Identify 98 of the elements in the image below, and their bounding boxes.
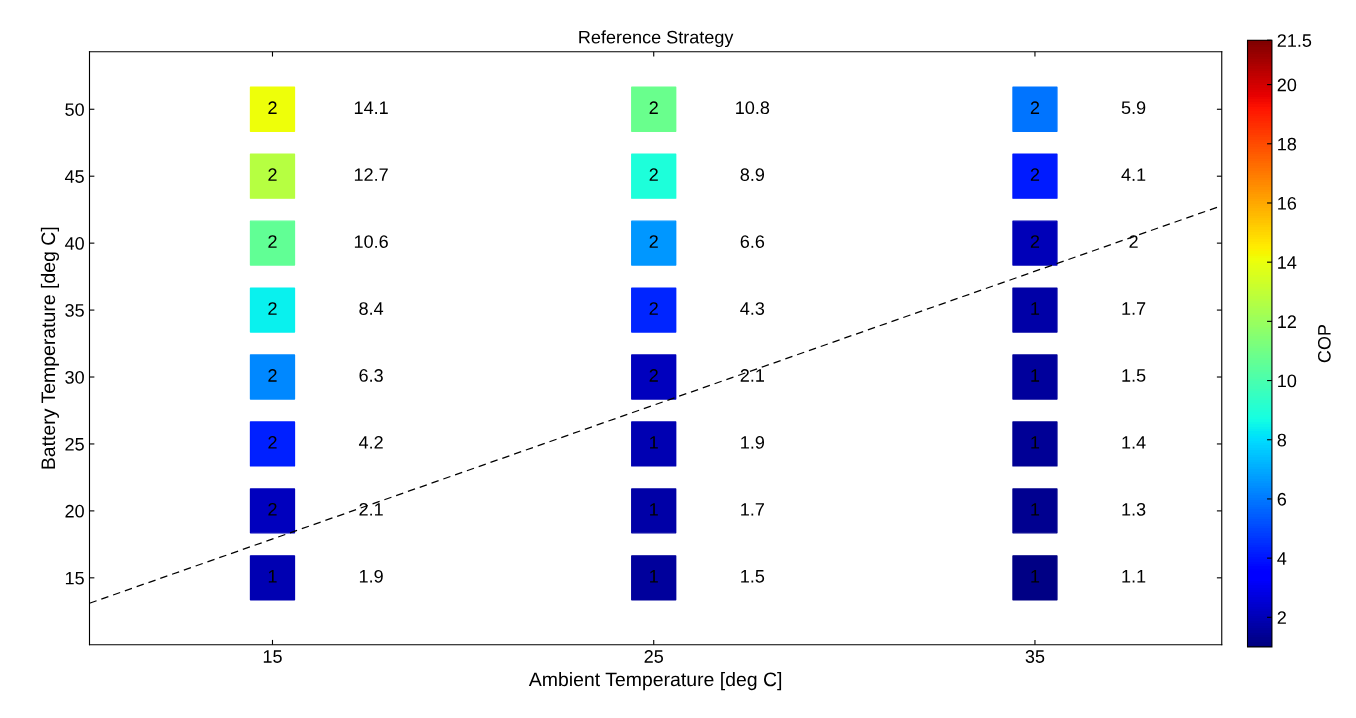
- point: [1012, 220, 1058, 266]
- annotation: 2: [268, 168, 277, 181]
- point: [1012, 86, 1058, 132]
- color-bar-label: 12: [1278, 315, 1296, 328]
- annotation: 2: [268, 235, 277, 248]
- point: [249, 354, 296, 400]
- y-tick-label: 35: [65, 304, 84, 317]
- annotation: 1.5: [1122, 369, 1146, 382]
- point: [249, 220, 296, 266]
- annotation: 10.6: [354, 235, 388, 248]
- color-bar-label: 20: [1277, 78, 1297, 92]
- color-bar-label: 14: [1278, 256, 1297, 269]
- color-bar-label: 6: [1277, 492, 1287, 506]
- y-tick-label: 30: [65, 370, 84, 384]
- annotation: 1: [268, 570, 277, 583]
- annotation: 1.9: [741, 436, 765, 449]
- annotation: 2: [1129, 235, 1138, 248]
- annotation: 2: [649, 302, 658, 315]
- annotation: 2.1: [359, 502, 383, 516]
- annotation: 4.3: [740, 302, 765, 315]
- point: [631, 86, 677, 132]
- annotation: 2: [649, 235, 658, 248]
- annotation: 4.1: [1121, 168, 1146, 181]
- annotation: 8.4: [359, 302, 384, 315]
- point: [631, 220, 677, 266]
- x-tick-label: 25: [644, 650, 664, 663]
- x-axis-title: Ambient Temperature [deg C]: [528, 672, 782, 691]
- point: [1012, 354, 1058, 400]
- annotation: 1: [1031, 436, 1040, 449]
- x-tick-label: 15: [263, 650, 282, 663]
- y-tick-label: 25: [65, 437, 84, 451]
- annotation: 1.7: [741, 503, 764, 516]
- y-axis-title: Battery Temperature [deg C]: [40, 227, 59, 469]
- annotation: 6.6: [740, 235, 765, 248]
- annotation: 1: [650, 503, 658, 516]
- color-bar-label: 18: [1278, 137, 1297, 151]
- annotation: 1.9: [359, 569, 383, 583]
- color-bar-title: COP: [1317, 324, 1331, 363]
- annotation: 2: [649, 369, 658, 382]
- annotation: 2: [649, 101, 658, 114]
- point: [631, 354, 677, 400]
- annotation: 2: [1030, 235, 1040, 248]
- annotation: 1: [1031, 302, 1040, 315]
- color-bar-label: 21.5: [1277, 34, 1312, 47]
- color-bar-label: 16: [1278, 196, 1297, 210]
- x-tick-label: 35: [1025, 650, 1045, 663]
- point: [1012, 488, 1058, 534]
- point: [1012, 555, 1058, 601]
- annotation: 2: [268, 436, 277, 449]
- annotation: 14.1: [354, 101, 388, 114]
- annotation: 4.2: [358, 436, 383, 449]
- point: [631, 555, 677, 601]
- point: [631, 153, 677, 199]
- point: [249, 421, 296, 467]
- point: [249, 153, 296, 199]
- point: [1012, 287, 1058, 333]
- chart-title: Reference Strategy: [579, 30, 734, 48]
- y-tick-label: 20: [65, 504, 84, 518]
- y-tick-label: 50: [65, 103, 84, 116]
- y-tick-label: 45: [64, 170, 84, 183]
- color-bar-label: 2: [1277, 611, 1286, 624]
- point: [631, 421, 677, 467]
- point: [1012, 421, 1058, 467]
- point: [249, 488, 296, 534]
- annotation: 2: [1030, 101, 1040, 114]
- point: [249, 555, 296, 601]
- annotation: 2.1: [740, 369, 764, 382]
- color-bar-label: 10: [1278, 374, 1297, 388]
- annotation: 1.1: [1122, 570, 1146, 583]
- annotation: 12.7: [354, 168, 388, 181]
- annotation: 2: [1030, 168, 1040, 181]
- color-bar-label: 8: [1277, 433, 1287, 447]
- annotation: 1: [1031, 503, 1040, 516]
- color-bar-label: 4: [1277, 552, 1287, 565]
- annotation: 2: [268, 101, 277, 114]
- annotation: 1.5: [741, 570, 765, 583]
- y-tick-label: 40: [64, 237, 84, 250]
- point: [631, 287, 677, 333]
- annotation: 1.7: [1122, 302, 1146, 315]
- annotation: 1: [650, 436, 658, 449]
- point: [631, 488, 677, 534]
- annotation: 1.4: [1122, 436, 1146, 449]
- annotation: 6.3: [359, 369, 383, 382]
- annotation: 5.9: [1121, 101, 1146, 115]
- annotation: 1.3: [1122, 502, 1146, 516]
- annotation: 2: [649, 168, 658, 181]
- annotation: 2: [268, 502, 277, 516]
- point: [1012, 153, 1058, 199]
- annotation: 2: [268, 369, 277, 382]
- annotation: 1: [650, 570, 658, 583]
- annotation: 10.8: [736, 101, 770, 115]
- point: [249, 287, 296, 333]
- annotation: 2: [268, 302, 277, 315]
- annotation: 1: [1031, 570, 1040, 583]
- point: [249, 86, 296, 132]
- annotation: 8.9: [740, 168, 765, 182]
- y-tick-label: 15: [65, 571, 84, 585]
- annotation: 1: [1031, 369, 1040, 382]
